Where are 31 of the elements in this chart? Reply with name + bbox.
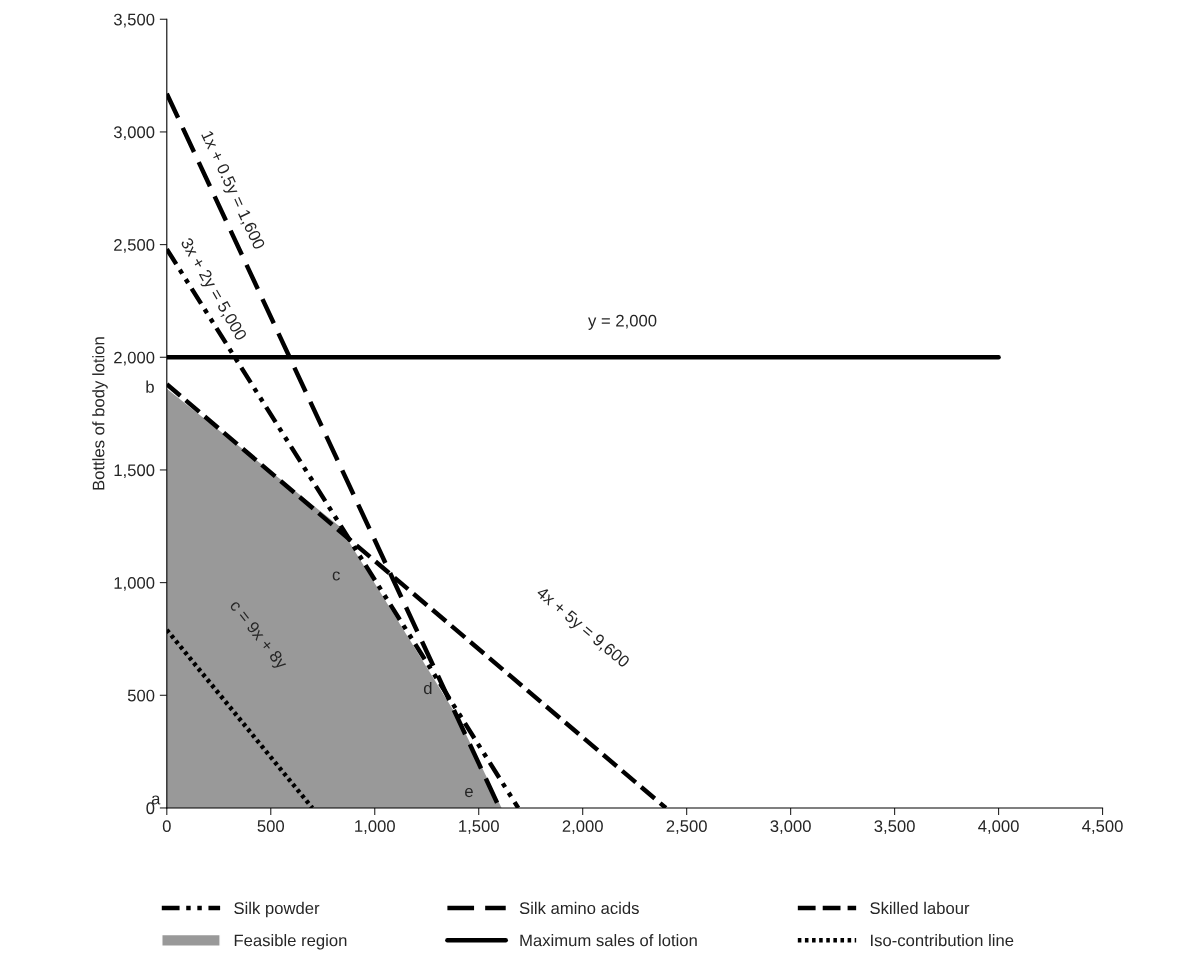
x-tick-label: 0 [162, 820, 171, 832]
y-tick-label: 2,000 [114, 351, 155, 366]
x-tick-label: 1,500 [459, 820, 499, 834]
y-tick-label: 3,000 [113, 126, 155, 141]
x-tick-label: 500 [257, 820, 285, 832]
x-tick-label: 4,000 [978, 820, 1019, 834]
text: b [146, 380, 154, 393]
y-tick-label: 1,000 [114, 577, 155, 591]
annotation: c = 9x + 8y [226, 599, 289, 673]
legend-label: Silk powder [234, 901, 320, 918]
x-tick-label: 2,000 [562, 820, 603, 834]
y-tick-label: 3,500 [113, 13, 155, 28]
x-tick-label: 3,500 [874, 820, 915, 834]
annotation: y = 2,000 [588, 314, 657, 330]
x-tick-label: 2,500 [666, 820, 707, 834]
legend-label: Maximum sales of lotion [520, 934, 697, 947]
legend-label: Silk amino acids [519, 901, 639, 915]
annotation: e [465, 788, 473, 798]
legend-label: Feasible region [234, 934, 347, 950]
legend-label: Iso-contribution line [871, 934, 1014, 947]
y-tick-label: 500 [127, 689, 155, 702]
annotation: 1x + 0.5y = 1,600 [198, 130, 266, 252]
y-axis-title: Bottles of body lotion [92, 337, 108, 490]
legend-label: Skilled labour [870, 901, 970, 915]
x-tick-label: 1,000 [355, 820, 395, 834]
annotation: d [423, 681, 432, 695]
y-tick-label: 1,500 [114, 464, 155, 479]
x-tick-label: 4,500 [1082, 820, 1123, 834]
y-tick-label: 2,500 [114, 239, 155, 253]
annotation: c [332, 571, 340, 581]
x-tick-label: 3,000 [770, 820, 811, 834]
